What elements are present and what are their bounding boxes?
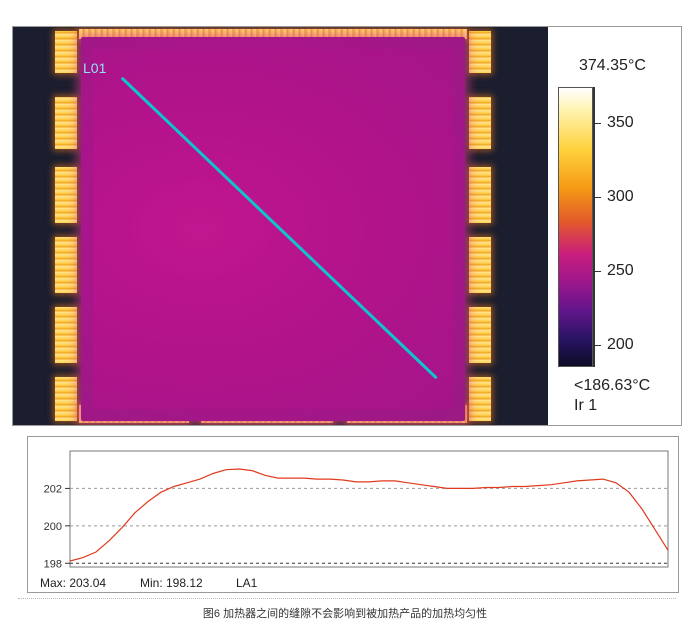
scale-max-label: 374.35°C (579, 57, 646, 74)
scale-tick-label: 350 (607, 114, 634, 132)
scale-tick-label: 250 (607, 262, 634, 280)
scale-tick-label: 300 (607, 188, 634, 206)
profile-chart-panel: 198 200 202 Max: 203.04 Min: 198.12 LA1 (27, 436, 679, 593)
heater-pad (79, 29, 467, 39)
heater-pad (55, 307, 77, 363)
scale-tick (595, 197, 601, 199)
series-label: LA1 (236, 576, 258, 590)
scale-tick-label: 200 (607, 336, 634, 354)
heater-pad (55, 167, 77, 223)
heater-pad (469, 97, 491, 149)
thermal-image-panel: L01 374.35°C 350 300 250 200 <186.63°C Ir 1 (12, 26, 682, 426)
heater-pad (469, 167, 491, 223)
heater-pad (55, 237, 77, 293)
y-tick-label: 198 (44, 558, 62, 570)
line-label: L01 (83, 60, 107, 76)
scale-tick (595, 271, 601, 273)
heater-pad (55, 377, 77, 421)
min-label: Min: 198.12 (140, 576, 203, 590)
heater-pad (469, 31, 491, 73)
y-tick-label: 200 (44, 521, 62, 533)
plot-frame (69, 450, 669, 568)
profile-chart: 198 200 202 (44, 450, 669, 570)
line-profile-overlay (121, 77, 438, 379)
thermal-image: L01 (13, 27, 548, 425)
heater-pad (469, 237, 491, 293)
caption-divider (18, 598, 676, 599)
heater-pad (55, 97, 77, 149)
scale-tick (595, 345, 601, 347)
color-scale-axis (593, 87, 595, 367)
heater-pad (469, 377, 491, 421)
heater-pad (469, 307, 491, 363)
scale-tick (595, 123, 601, 125)
heated-plate (81, 37, 465, 421)
scale-name-label: Ir 1 (574, 397, 598, 414)
series-line (69, 468, 669, 562)
color-scale-bar (558, 87, 593, 367)
line-profile-l01 (121, 77, 438, 379)
scale-min-label: <186.63°C (574, 377, 651, 394)
max-label: Max: 203.04 (40, 576, 107, 590)
figure-caption: 图6 加热器之间的缝隙不会影响到被加热产品的加热均匀性 (202, 608, 488, 620)
y-tick-label: 202 (44, 483, 62, 495)
heater-pad (55, 31, 77, 73)
